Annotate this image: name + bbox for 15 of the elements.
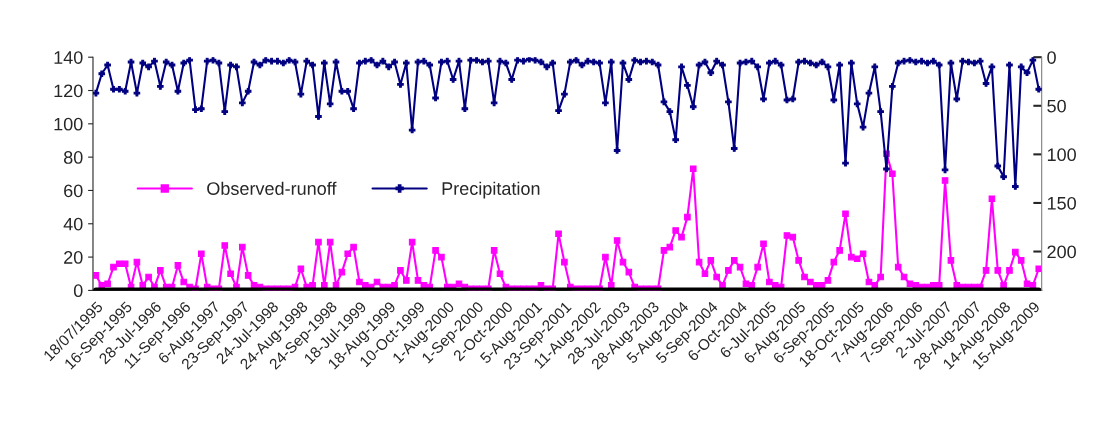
legend-label: Precipitation xyxy=(442,181,540,199)
y-tick-label: 100 xyxy=(54,117,83,131)
y-tick-label: 0 xyxy=(73,284,83,298)
y2-tick-label: 0 xyxy=(1047,51,1056,64)
y2-tick-label: 50 xyxy=(1047,99,1066,113)
y2-tick-label: 100 xyxy=(1047,148,1076,162)
y-tick-label: 120 xyxy=(54,84,83,98)
y-tick-label: 20 xyxy=(64,251,83,264)
y2-tick-label: 150 xyxy=(1047,196,1076,210)
y-tick-label: 80 xyxy=(63,151,83,164)
y-tick-label: 60 xyxy=(64,184,83,198)
y-tick-label: 40 xyxy=(63,217,83,231)
legend-label: Observed-runoff xyxy=(207,181,337,195)
y2-tick-label: 200 xyxy=(1047,245,1076,259)
y-tick-label: 140 xyxy=(54,51,83,64)
